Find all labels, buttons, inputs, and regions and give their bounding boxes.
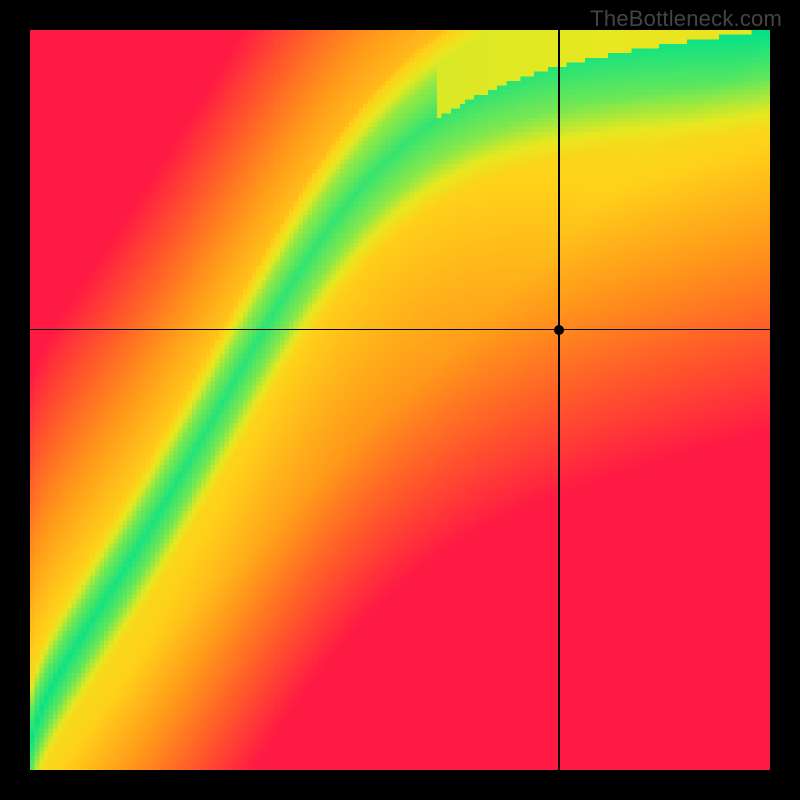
heatmap-plot-area (30, 30, 770, 770)
crosshair-horizontal (30, 329, 770, 331)
crosshair-marker (554, 325, 564, 335)
heatmap-canvas (30, 30, 770, 770)
crosshair-vertical (558, 30, 560, 770)
watermark-text: TheBottleneck.com (590, 6, 782, 32)
